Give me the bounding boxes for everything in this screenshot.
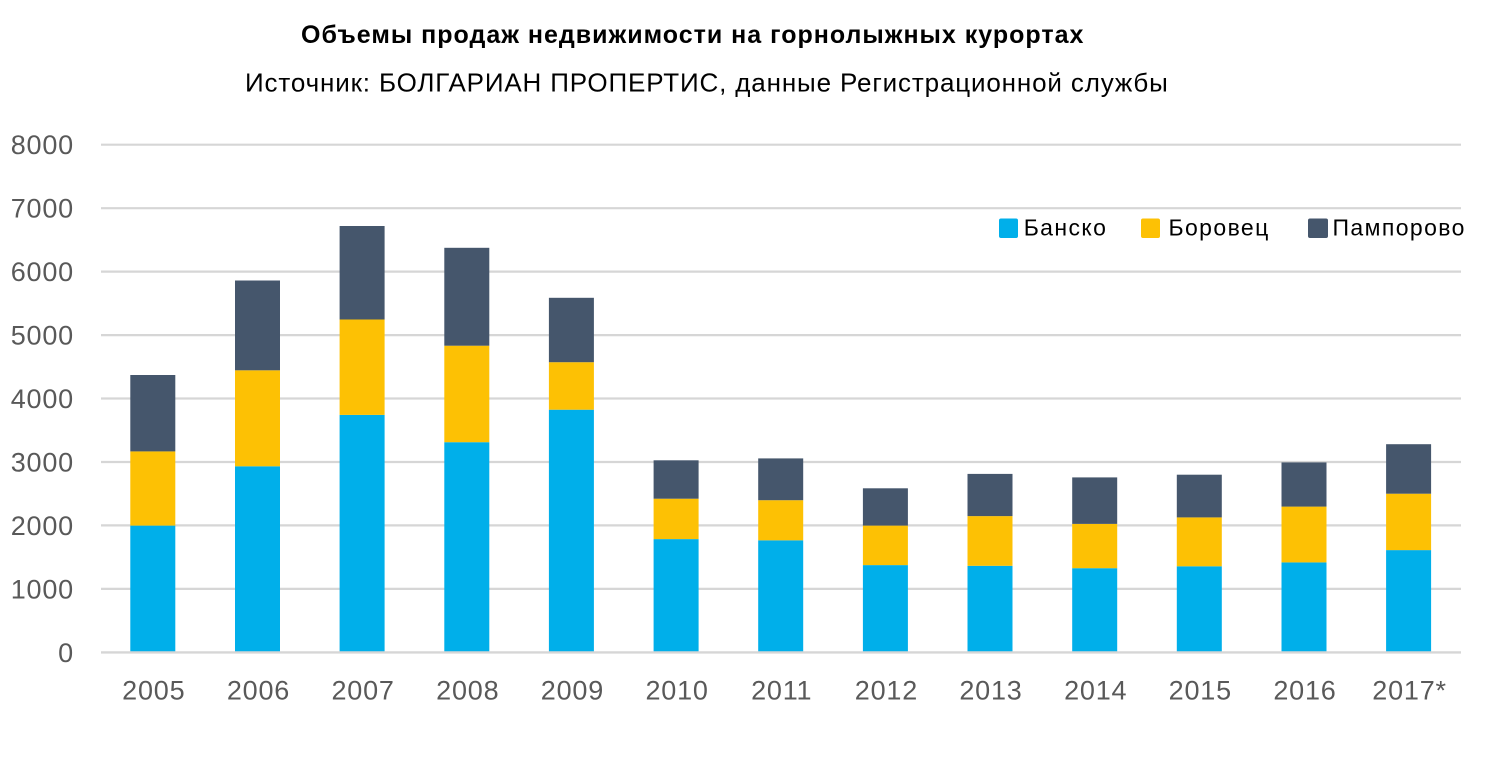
- svg-text:2013: 2013: [959, 676, 1022, 706]
- svg-text:2008: 2008: [436, 676, 499, 706]
- svg-text:8000: 8000: [11, 130, 74, 160]
- svg-text:2014: 2014: [1064, 676, 1127, 706]
- svg-text:2016: 2016: [1273, 676, 1336, 706]
- svg-text:2007: 2007: [331, 676, 394, 706]
- svg-text:Банско: Банско: [1024, 215, 1108, 241]
- svg-text:2012: 2012: [855, 676, 918, 706]
- svg-text:5000: 5000: [11, 321, 74, 351]
- svg-text:7000: 7000: [11, 194, 74, 224]
- svg-text:3000: 3000: [11, 448, 74, 478]
- svg-text:1000: 1000: [11, 574, 74, 604]
- svg-text:0: 0: [58, 638, 74, 668]
- svg-text:2010: 2010: [645, 676, 708, 706]
- svg-text:2009: 2009: [541, 676, 604, 706]
- svg-text:Боровец: Боровец: [1169, 215, 1270, 241]
- svg-text:2015: 2015: [1169, 676, 1232, 706]
- svg-text:Источник: БОЛГАРИАН ПРОПЕРТИС,: Источник: БОЛГАРИАН ПРОПЕРТИС, данные Ре…: [245, 68, 1169, 98]
- svg-text:Пампорово: Пампорово: [1333, 215, 1466, 241]
- svg-text:6000: 6000: [11, 257, 74, 287]
- svg-text:2005: 2005: [122, 676, 185, 706]
- svg-text:2011: 2011: [751, 676, 812, 706]
- svg-text:Объемы продаж недвижимости на: Объемы продаж недвижимости на горнолыжны…: [301, 21, 1084, 49]
- svg-text:2000: 2000: [11, 511, 74, 541]
- svg-text:2017*: 2017*: [1372, 676, 1447, 706]
- svg-text:2006: 2006: [227, 676, 290, 706]
- svg-text:4000: 4000: [11, 384, 74, 414]
